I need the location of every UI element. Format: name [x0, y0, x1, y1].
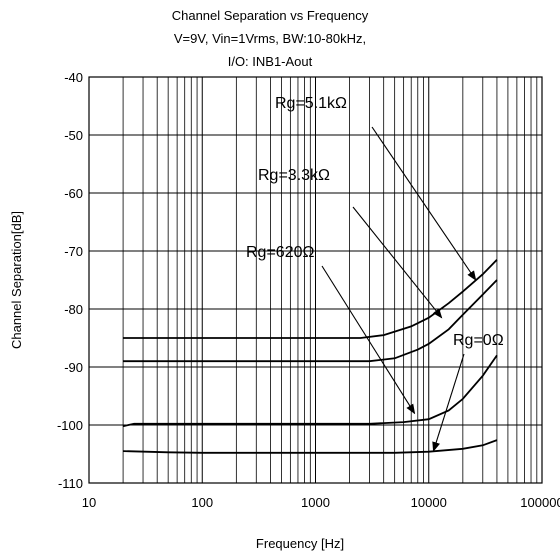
x-axis-label: Frequency [Hz]: [256, 536, 344, 551]
y-tick-label: -100: [57, 418, 83, 433]
y-tick-label: -60: [64, 186, 83, 201]
plot-frame: [88, 76, 543, 484]
series-lines: [122, 259, 498, 454]
series-line-4: [123, 439, 498, 454]
y-tick-label: -70: [64, 244, 83, 259]
grid: [88, 76, 543, 484]
y-tick-label: -110: [58, 476, 83, 491]
x-tick-label: 10000: [411, 495, 447, 510]
y-tick-label: -50: [64, 128, 83, 143]
annotation-arrow-2: [352, 206, 443, 319]
x-tick-label: 100: [191, 495, 213, 510]
chart-title-line-1: Channel Separation vs Frequency: [172, 8, 369, 23]
x-tick-label: 10: [82, 495, 96, 510]
annotation-label-2: Rg=3.3kΩ: [258, 167, 330, 184]
y-tick-label: -40: [64, 70, 83, 85]
chart-title-line-3: I/O: INB1-Aout: [228, 54, 313, 69]
annotation-label-1: Rg=5.1kΩ: [275, 95, 347, 112]
annotation-label-3: Rg=620Ω: [246, 244, 314, 261]
series-line-3: [122, 354, 498, 428]
tick-labels: 10 100 1000 10000 100000 -40 -50 -60 -70 -80 -90 -1…: [57, 70, 560, 510]
annotation-label-4: Rg=0Ω: [453, 332, 504, 349]
annotation-arrow-3: [321, 265, 416, 415]
annotations: Rg=5.1kΩ Rg=3.3kΩ Rg=620Ω Rg=0Ω: [246, 95, 504, 453]
y-tick-label: -80: [64, 302, 83, 317]
annotation-arrow-4: [432, 353, 465, 453]
annotation-arrow-1: [371, 126, 477, 281]
x-tick-label: 100000: [520, 495, 560, 510]
series-line-1: [123, 259, 498, 339]
series-line-2: [123, 279, 498, 363]
chart-title-line-2: V=9V, Vin=1Vrms, BW:10-80kHz,: [174, 31, 366, 46]
x-tick-label: 1000: [301, 495, 330, 510]
y-tick-label: -90: [64, 360, 83, 375]
y-axis-label: Channel Separation[dB]: [9, 211, 24, 349]
